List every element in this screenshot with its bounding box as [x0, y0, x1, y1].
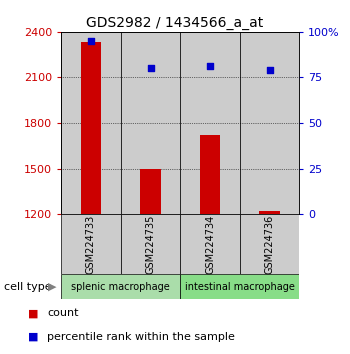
Bar — [240, 32, 299, 214]
Text: ▶: ▶ — [48, 282, 57, 292]
Text: ■: ■ — [28, 332, 38, 342]
Point — [267, 67, 272, 73]
Text: ■: ■ — [28, 308, 38, 318]
Bar — [61, 274, 180, 299]
Bar — [61, 32, 121, 214]
Text: count: count — [47, 308, 79, 318]
Bar — [140, 169, 161, 214]
Bar — [199, 135, 220, 214]
Bar — [180, 214, 240, 274]
Bar — [121, 32, 180, 214]
Text: cell type: cell type — [4, 282, 51, 292]
Text: GSM224736: GSM224736 — [265, 215, 274, 274]
Text: GSM224733: GSM224733 — [86, 215, 96, 274]
Point — [148, 65, 153, 71]
Bar — [121, 214, 180, 274]
Bar — [61, 214, 121, 274]
Point — [207, 64, 213, 69]
Bar — [240, 214, 299, 274]
Text: GSM224734: GSM224734 — [205, 215, 215, 274]
Bar — [180, 274, 299, 299]
Text: intestinal macrophage: intestinal macrophage — [185, 282, 295, 292]
Bar — [259, 211, 280, 214]
Text: GSM224735: GSM224735 — [146, 215, 155, 274]
Text: percentile rank within the sample: percentile rank within the sample — [47, 332, 235, 342]
Text: splenic macrophage: splenic macrophage — [71, 282, 170, 292]
Point — [88, 38, 94, 44]
Bar — [180, 32, 240, 214]
Text: GDS2982 / 1434566_a_at: GDS2982 / 1434566_a_at — [86, 16, 264, 30]
Bar — [80, 42, 101, 214]
